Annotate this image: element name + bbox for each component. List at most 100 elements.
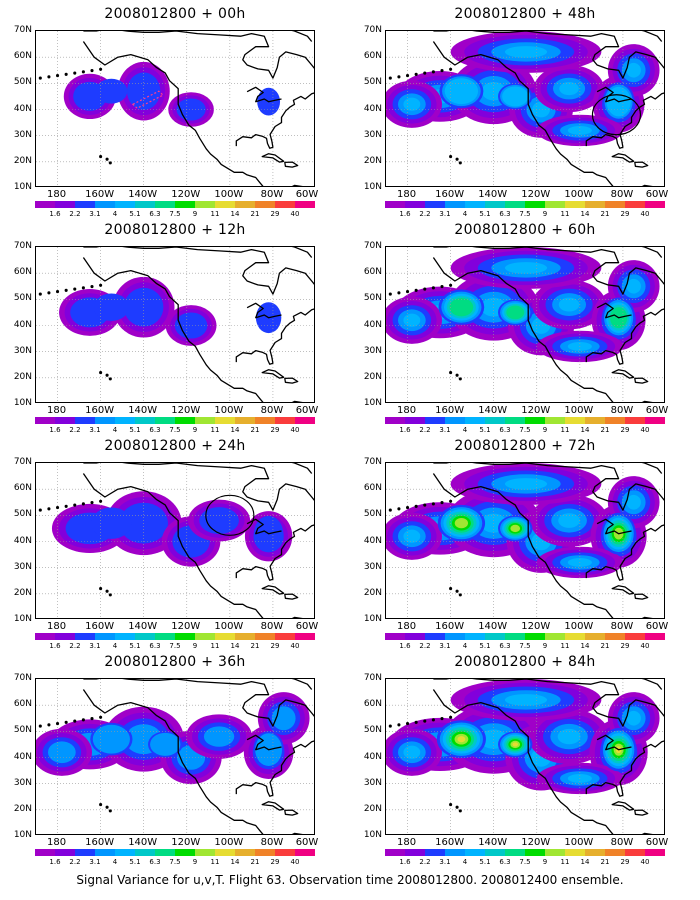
latitude-label: 50N [13, 77, 32, 88]
latitude-label: 30N [363, 561, 382, 572]
colorbar-swatch [605, 201, 625, 208]
colorbar-label: 14 [230, 426, 240, 434]
variance-contour [47, 741, 76, 764]
latitude-label: 30N [13, 129, 32, 140]
colorbar-swatch [505, 417, 525, 424]
longitude-label: 60W [645, 189, 669, 200]
colorbar-label: 40 [290, 858, 300, 866]
colorbar-swatch [55, 633, 75, 640]
colorbar-swatch [405, 633, 425, 640]
lat-lon-grid [386, 679, 664, 834]
colorbar-label: 14 [580, 858, 590, 866]
longitude-label: 140W [478, 189, 508, 200]
colorbar-swatch [425, 633, 445, 640]
lat-lon-grid [36, 247, 314, 402]
variance-map [36, 679, 314, 834]
colorbar-label: 29 [620, 858, 630, 866]
colorbar-swatch [425, 417, 445, 424]
variance-contour [626, 278, 641, 294]
colorbar [35, 849, 315, 856]
variance-contour [403, 313, 421, 327]
colorbar-label: 21 [600, 642, 610, 650]
longitude-label: 160W [435, 189, 465, 200]
colorbar-label: 6.3 [149, 210, 161, 218]
latitude-label: 70N [363, 25, 382, 35]
colorbar-swatch [545, 417, 565, 424]
colorbar-labels: 1.6 2.2 3.1 4 5.1 6.3 7.5 9 11 14 21 29 40 [385, 210, 665, 219]
longitude-label: 80W [260, 405, 284, 416]
colorbar-label: 1.6 [49, 210, 61, 218]
longitude-label: 180 [46, 621, 67, 632]
map-panel: 2008012800 + 24h 70N 60N 50N 40N 30N 20N 10N 180… [0, 432, 330, 650]
latitude-label: 60N [363, 699, 382, 710]
latitude-label: 70N [363, 241, 382, 251]
colorbar-swatch [195, 201, 215, 208]
latitude-label: 60N [363, 51, 382, 62]
colorbar-swatch [565, 633, 585, 640]
colorbar-label: 40 [640, 210, 650, 218]
colorbar-swatch [175, 633, 195, 640]
latitude-label: 10N [13, 398, 32, 408]
colorbar-swatch [255, 201, 275, 208]
colorbar-swatch [135, 201, 155, 208]
variance-field [386, 247, 660, 363]
colorbar-swatch [625, 417, 645, 424]
colorbar-label: 4 [112, 210, 118, 218]
colorbar-swatch [585, 849, 605, 856]
latitude-label: 10N [363, 398, 382, 408]
latitude-label: 60N [13, 51, 32, 62]
latitude-label: 30N [363, 129, 382, 140]
colorbar-label: 6.3 [149, 426, 161, 434]
colorbar-label: 21 [250, 642, 260, 650]
colorbar-swatch [295, 849, 315, 856]
variance-map [386, 463, 664, 618]
longitude-label: 160W [85, 837, 115, 848]
colorbar-swatch [445, 633, 465, 640]
colorbar-label: 4 [462, 858, 468, 866]
colorbar-swatch [55, 417, 75, 424]
longitude-label: 100W [214, 405, 244, 416]
colorbar-swatch [255, 417, 275, 424]
colorbar-label: 6.3 [499, 642, 511, 650]
longitude-label: 120W [521, 621, 551, 632]
colorbar-swatch [35, 417, 55, 424]
colorbar-label: 11 [560, 642, 570, 650]
colorbar-label: 11 [560, 858, 570, 866]
colorbar-swatch [405, 201, 425, 208]
colorbar [385, 201, 665, 208]
colorbar-swatch [295, 201, 315, 208]
colorbar-label: 11 [210, 426, 220, 434]
colorbar-label: 40 [640, 858, 650, 866]
colorbar-swatch [215, 417, 235, 424]
colorbar-swatch [645, 417, 665, 424]
variance-map [36, 31, 314, 186]
map-frame [385, 462, 665, 619]
colorbar-label: 5.1 [479, 858, 491, 866]
colorbar [35, 201, 315, 208]
variance-maximum [93, 293, 130, 321]
longitude-label: 180 [46, 405, 67, 416]
latitude-label: 60N [13, 699, 32, 710]
colorbar-swatch [175, 849, 195, 856]
latitude-label: 50N [363, 725, 382, 736]
latitude-label: 10N [13, 830, 32, 840]
latitude-label: 10N [13, 182, 32, 192]
variance-maximum [510, 524, 521, 533]
colorbar-label: 9 [192, 858, 198, 866]
colorbar-swatch [275, 849, 295, 856]
variance-map [386, 31, 664, 186]
longitude-label: 140W [478, 837, 508, 848]
colorbar-swatch [505, 849, 525, 856]
variance-field [386, 463, 660, 579]
longitude-label: 120W [521, 405, 551, 416]
colorbar-swatch [135, 417, 155, 424]
colorbar-label: 14 [580, 426, 590, 434]
coastline [388, 463, 664, 618]
coastline [38, 463, 314, 618]
longitude-label: 180 [46, 189, 67, 200]
colorbar-swatch [115, 417, 135, 424]
colorbar-swatch [95, 849, 115, 856]
colorbar-label: 4 [462, 210, 468, 218]
variance-contour [558, 513, 580, 528]
longitude-label: 60W [645, 405, 669, 416]
